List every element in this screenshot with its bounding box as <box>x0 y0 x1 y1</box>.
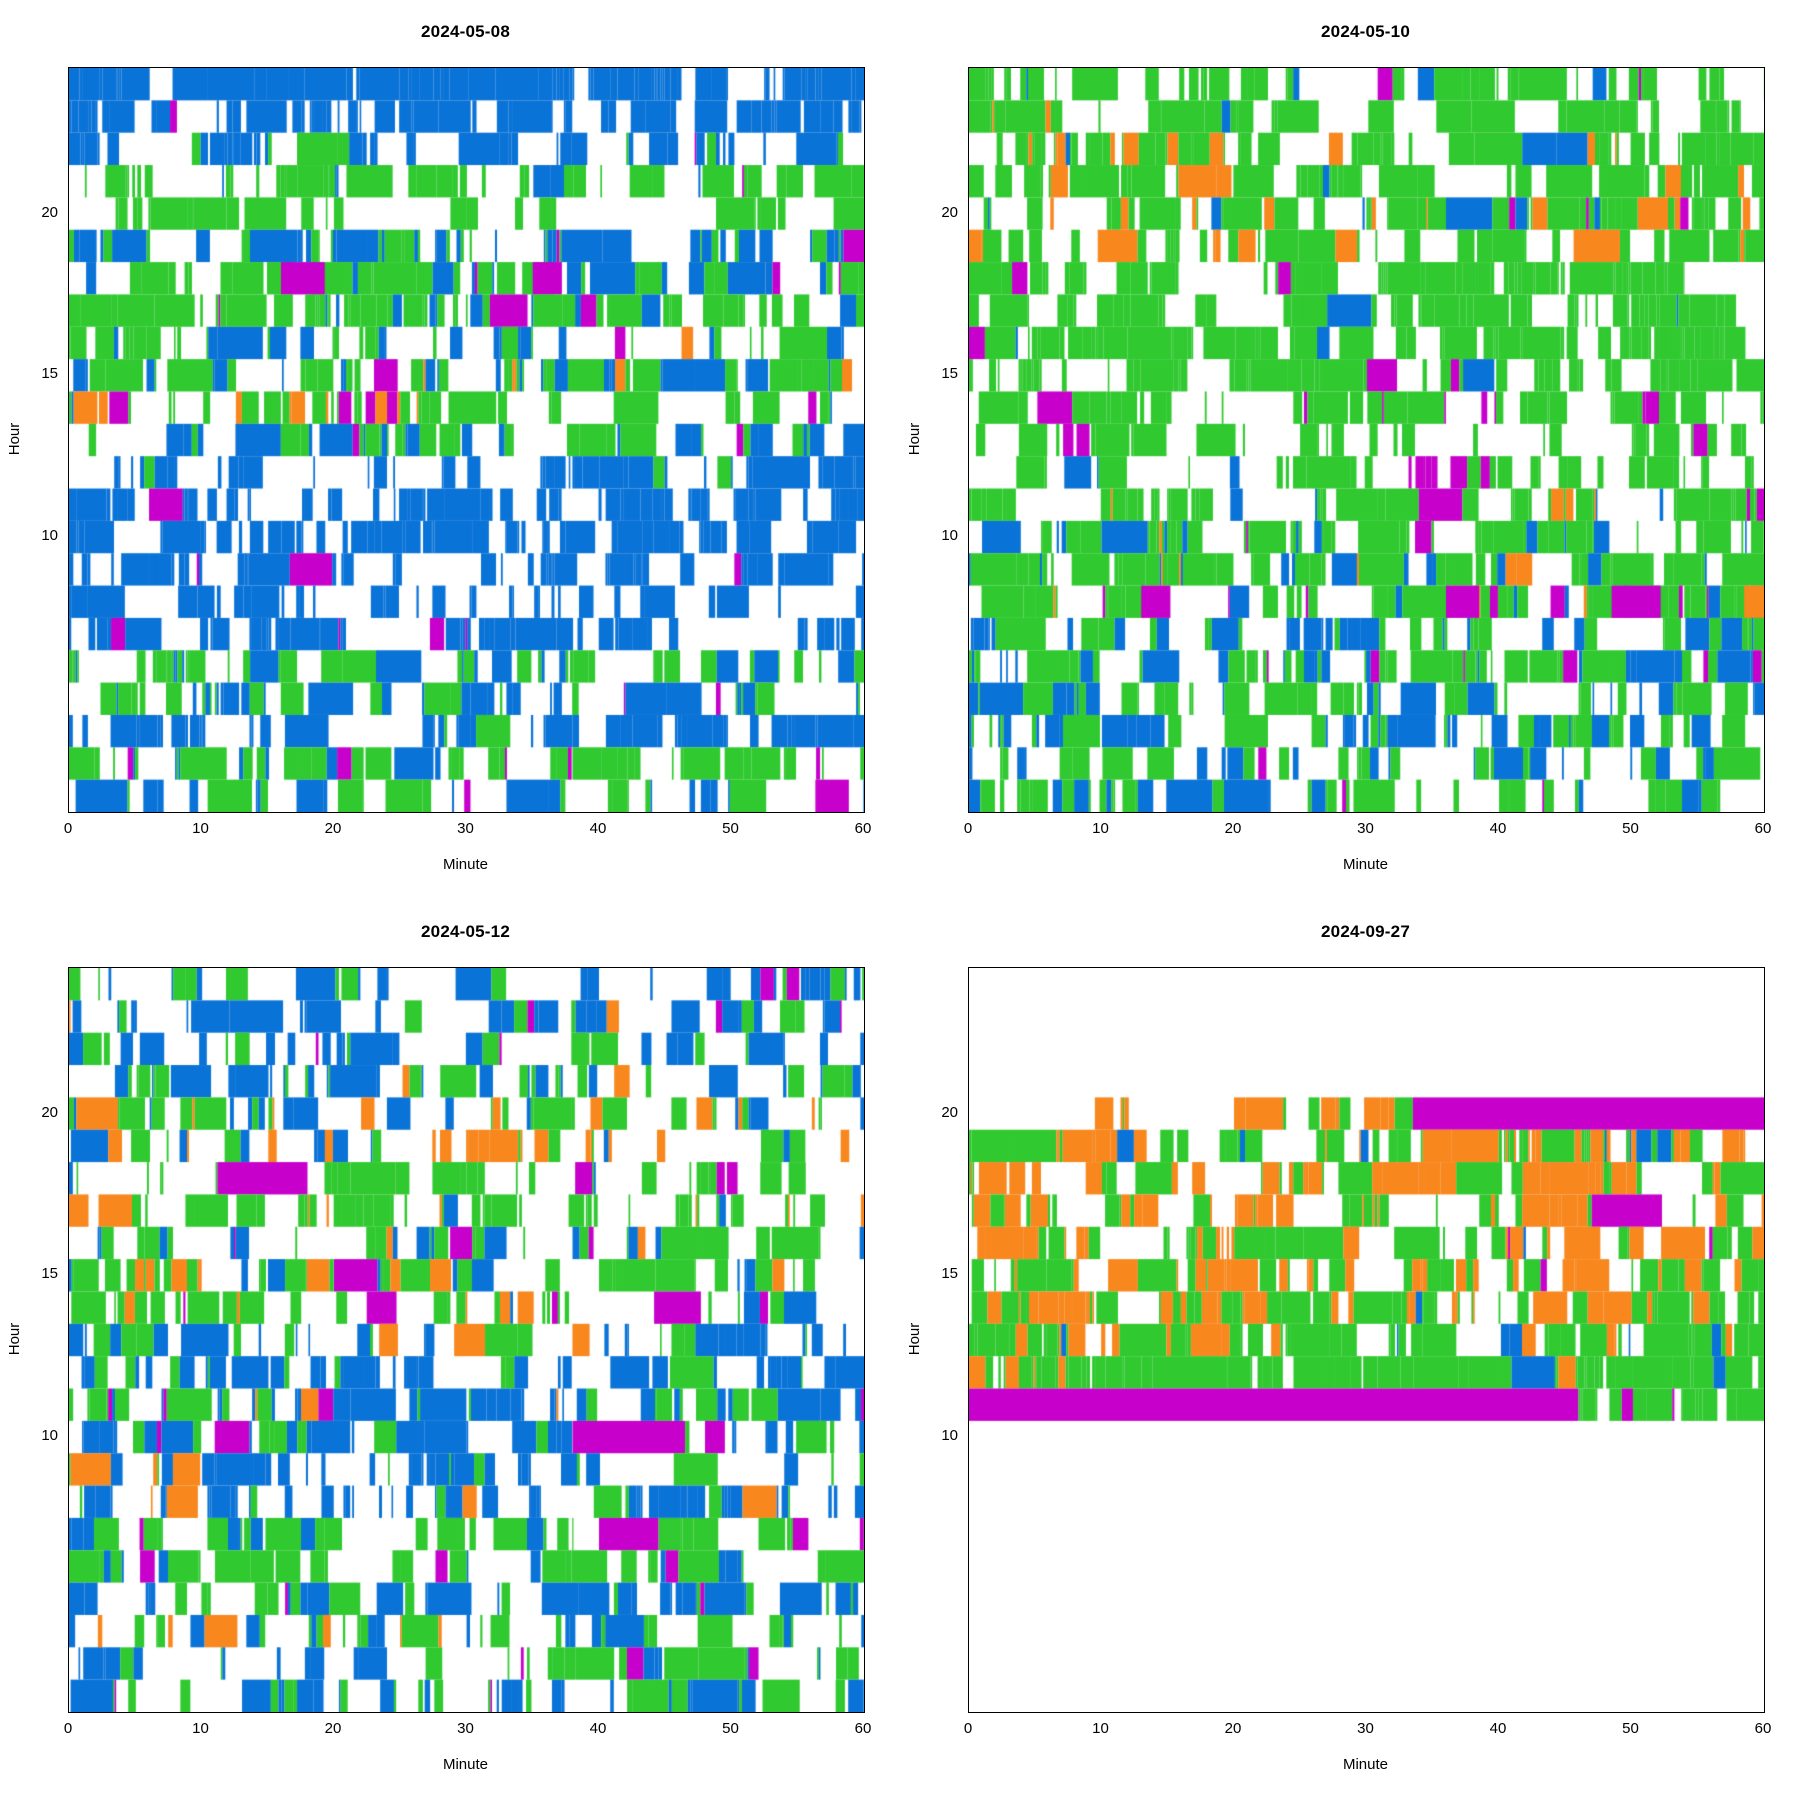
x-tick-label: 30 <box>1357 1720 1374 1737</box>
y-tick-label: 15 <box>41 365 58 383</box>
x-tick-label: 0 <box>63 820 73 837</box>
panel-2024-05-10: 2024-05-10 Hour Minute 0 10 20 30 40 50 60 10 15… <box>900 0 1800 900</box>
panel-title: 2024-09-27 <box>1321 922 1410 941</box>
heatmap-canvas <box>969 968 1764 1712</box>
y-axis-label: Hour <box>6 1322 23 1356</box>
x-tick-label: 20 <box>324 820 342 837</box>
x-tick-label: 0 <box>963 820 973 837</box>
plot-area <box>968 967 1765 1713</box>
x-tick-label: 60 <box>854 1720 872 1737</box>
x-tick-label: 60 <box>854 820 872 837</box>
x-tick-label: 60 <box>1754 820 1772 837</box>
panel-2024-05-08: 2024-05-08 Hour Minute 0 10 20 30 40 50 60 10 15… <box>0 0 900 900</box>
panel-2024-09-27: 2024-09-27 Hour Minute 0 10 20 30 40 50 60 10 15… <box>900 900 1800 1800</box>
x-tick-label: 30 <box>457 1720 474 1737</box>
y-tick-label: 10 <box>941 1427 958 1445</box>
x-tick-label: 50 <box>722 1720 739 1737</box>
plot-area <box>68 967 865 1713</box>
heatmap-canvas <box>969 68 1764 812</box>
heatmap-canvas <box>69 968 864 1712</box>
x-tick-label: 10 <box>1092 1720 1109 1737</box>
y-axis-label: Hour <box>906 1322 923 1356</box>
x-tick-label: 20 <box>324 1720 342 1737</box>
panel-title: 2024-05-08 <box>421 22 510 41</box>
x-tick-label: 20 <box>1224 820 1242 837</box>
panel-title: 2024-05-12 <box>421 922 510 941</box>
y-tick-label: 10 <box>41 527 58 545</box>
y-axis-label: Hour <box>6 422 23 456</box>
panel-2024-05-12: 2024-05-12 Hour Minute 0 10 20 30 40 50 60 10 15… <box>0 900 900 1800</box>
x-tick-label: 10 <box>192 820 209 837</box>
y-axis-label: Hour <box>906 422 923 456</box>
x-tick-label: 30 <box>457 820 474 837</box>
y-tick-label: 15 <box>941 365 958 383</box>
y-tick-label: 20 <box>941 203 958 221</box>
x-axis-label: Minute <box>1342 1756 1389 1773</box>
heatmap-canvas <box>69 68 864 812</box>
x-tick-label: 40 <box>589 1720 607 1737</box>
x-axis-label: Minute <box>442 1756 489 1773</box>
x-tick-label: 50 <box>722 820 739 837</box>
panel-title: 2024-05-10 <box>1321 22 1410 41</box>
y-tick-label: 20 <box>41 1103 58 1121</box>
y-tick-label: 10 <box>41 1427 58 1445</box>
y-tick-label: 15 <box>941 1265 958 1283</box>
x-axis-label: Minute <box>1342 856 1389 873</box>
x-tick-label: 50 <box>1622 1720 1639 1737</box>
x-tick-label: 40 <box>589 820 607 837</box>
plot-area <box>968 67 1765 813</box>
x-tick-label: 40 <box>1489 1720 1507 1737</box>
y-tick-label: 10 <box>941 527 958 545</box>
plot-area <box>68 67 865 813</box>
x-tick-label: 30 <box>1357 820 1374 837</box>
x-tick-label: 40 <box>1489 820 1507 837</box>
x-tick-label: 10 <box>1092 820 1109 837</box>
x-tick-label: 10 <box>192 1720 209 1737</box>
y-tick-label: 20 <box>41 203 58 221</box>
y-tick-label: 20 <box>941 1103 958 1121</box>
x-axis-label: Minute <box>442 856 489 873</box>
x-tick-label: 60 <box>1754 1720 1772 1737</box>
x-tick-label: 0 <box>63 1720 73 1737</box>
x-tick-label: 50 <box>1622 820 1639 837</box>
x-tick-label: 20 <box>1224 1720 1242 1737</box>
y-tick-label: 15 <box>41 1265 58 1283</box>
x-tick-label: 0 <box>963 1720 973 1737</box>
